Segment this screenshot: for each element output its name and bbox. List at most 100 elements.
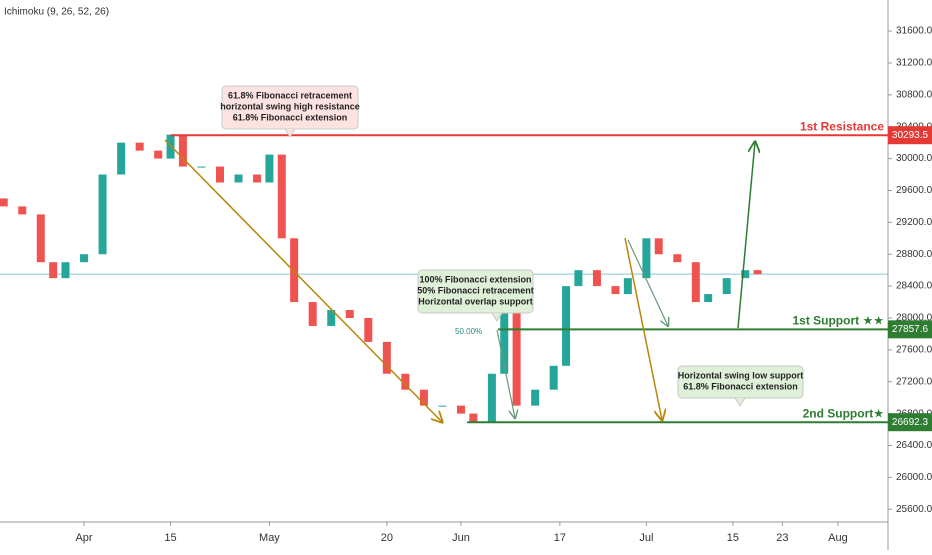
candle (531, 389, 540, 406)
candle (753, 270, 762, 275)
level-label: 1st Support ★★ (792, 314, 884, 328)
annotation-text: 61.8% Fibonacci extension (683, 381, 798, 391)
annotation-text: Horizontal overlap support (418, 296, 533, 306)
candle (0, 198, 8, 207)
candle (704, 294, 713, 303)
candle (512, 302, 521, 406)
y-tick-label: 26000.0 (896, 472, 932, 483)
candle (549, 365, 558, 390)
candle (574, 270, 583, 287)
y-tick-label: 27600.0 (896, 345, 932, 356)
annotation-text: 61.8% Fibonacci retracement (228, 90, 352, 100)
candle (487, 373, 496, 422)
candle (623, 278, 632, 295)
indicator-label: Ichimoku (9, 26, 52, 26) (4, 7, 109, 18)
annotation-text: 100% Fibonacci extension (419, 274, 531, 284)
candle (265, 154, 274, 183)
price-tag-label: 26692.3 (892, 417, 929, 428)
candle (308, 302, 317, 326)
annotation-text: 61.8% Fibonacci extension (233, 112, 348, 122)
price-tag (888, 413, 932, 432)
candle (691, 262, 700, 303)
candle (345, 310, 354, 318)
arrows (164, 139, 755, 422)
candle (469, 413, 478, 422)
candle (364, 317, 373, 342)
candle (438, 405, 447, 407)
candle (154, 150, 163, 159)
annotation-text: Horizontal swing low support (678, 370, 804, 380)
y-tick-label: 30000.0 (896, 153, 932, 164)
candle (419, 389, 428, 406)
arrow (627, 239, 668, 326)
plot-area (0, 0, 888, 522)
candle (500, 302, 509, 374)
y-tick-label: 28000.0 (896, 313, 932, 324)
arrow (164, 139, 442, 422)
arrow (624, 237, 662, 420)
y-tick-label: 31200.0 (896, 58, 932, 69)
annotation-tip (491, 312, 503, 322)
annotation-text: horizontal swing high resistance (220, 101, 360, 111)
x-tick-label: 20 (381, 532, 393, 544)
y-tick-label: 28400.0 (896, 281, 932, 292)
price-tag-label: 27857.6 (892, 324, 929, 335)
x-tick-label: 23 (776, 532, 788, 544)
level-label: 1st Resistance (800, 119, 884, 133)
x-tick-label: May (259, 532, 280, 544)
x-tick-label: 15 (727, 532, 739, 544)
candle (135, 142, 144, 151)
candle (290, 238, 299, 303)
price-tag (888, 126, 932, 145)
arrow (496, 329, 515, 418)
candle (253, 174, 262, 183)
x-tick-label: Jun (452, 532, 470, 544)
level-label: 2nd Support★ (803, 406, 884, 420)
annotation-box (417, 269, 534, 314)
candle (215, 166, 224, 183)
y-tick-label: 27200.0 (896, 376, 932, 387)
candle (49, 262, 58, 279)
candle (98, 174, 107, 255)
candle (642, 238, 651, 279)
candle (673, 254, 682, 263)
candle (456, 405, 465, 414)
x-tick-label: 17 (554, 532, 566, 544)
y-tick-label: 29600.0 (896, 185, 932, 196)
annotation-tip (734, 397, 746, 407)
candle (327, 310, 336, 326)
x-tick-label: Apr (75, 532, 92, 544)
price-tag-label: 30293.5 (892, 130, 929, 141)
x-tick-label: 15 (164, 532, 176, 544)
candle (401, 373, 410, 390)
candle (18, 206, 27, 215)
price-tag (888, 320, 932, 339)
annotation-tip (284, 128, 296, 138)
y-tick-label: 31600.0 (896, 26, 932, 37)
y-tick-label: 29200.0 (896, 217, 932, 228)
candle (197, 166, 206, 168)
y-tick-label: 28800.0 (896, 249, 932, 260)
y-tick-label: 25600.0 (896, 504, 932, 515)
candle (36, 214, 45, 263)
candle (117, 142, 126, 175)
annotation-text: 50% Fibonacci retracement (417, 285, 534, 295)
candle (178, 134, 187, 167)
candle (277, 154, 286, 239)
y-tick-label: 30800.0 (896, 89, 932, 100)
arrow (737, 142, 755, 329)
candle (80, 254, 89, 263)
candle (382, 341, 391, 374)
candle (741, 270, 750, 279)
candle (61, 262, 70, 279)
x-tick-label: Aug (828, 532, 848, 544)
candle (611, 286, 620, 295)
candle (654, 238, 663, 255)
fib-label: 50.00% (455, 327, 482, 336)
x-tick-label: Jul (639, 532, 653, 544)
candle (562, 286, 571, 366)
candle (592, 270, 601, 287)
candle (722, 278, 731, 295)
candle (234, 174, 243, 183)
